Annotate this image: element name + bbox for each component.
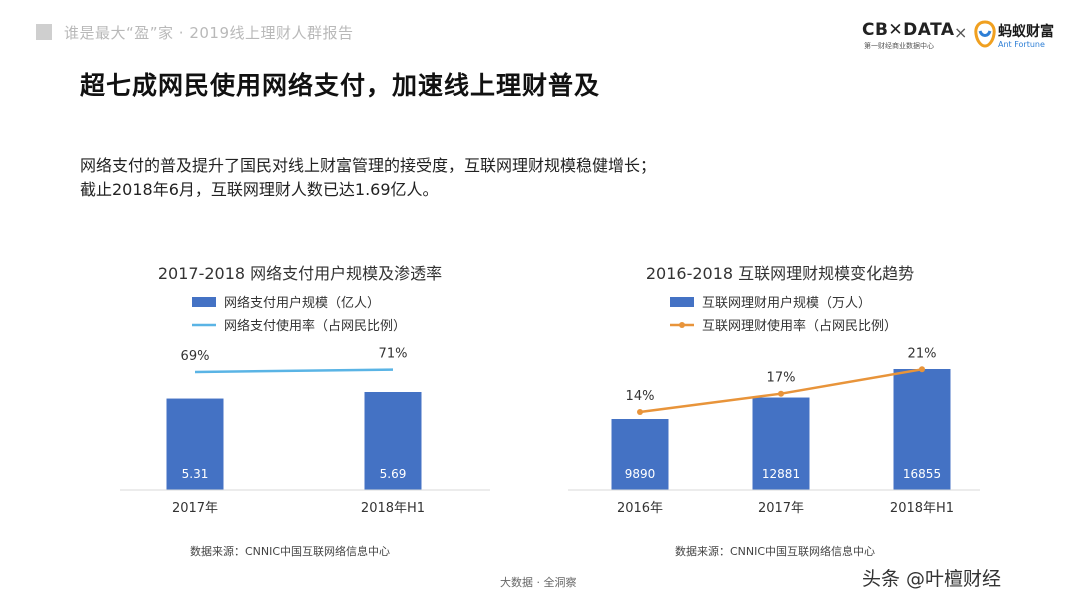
cbndata-subtitle: 第一财经商业数据中心 xyxy=(864,42,934,50)
x-tick-label: 2017年 xyxy=(172,501,218,516)
brand-logos: CB✕DATA 第一财经商业数据中心 × 蚂蚁财富 Ant Fortune xyxy=(862,16,1058,54)
page-description: 网络支付的普及提升了国民对线上财富管理的接受度，互联网理财规模稳健增长； 截止2… xyxy=(80,154,656,202)
x-tick-label: 2018年H1 xyxy=(361,501,425,516)
bar-value-label: 5.69 xyxy=(380,467,407,481)
footer-slogan: 大数据 · 全洞察 xyxy=(500,576,577,589)
bar xyxy=(752,397,810,490)
legend-swatch-bar xyxy=(192,297,216,307)
watermark: 头条 @叶檀财经 xyxy=(862,568,1002,590)
ant-fortune-en: Ant Fortune xyxy=(998,40,1045,49)
bar-value-label: 16855 xyxy=(903,467,941,481)
description-line-1: 网络支付的普及提升了国民对线上财富管理的接受度，互联网理财规模稳健增长； xyxy=(80,156,657,175)
line-point xyxy=(778,390,784,397)
chart-source-left: 数据来源：CNNIC中国互联网络信息中心 xyxy=(190,545,391,558)
x-tick-label: 2018年H1 xyxy=(890,501,954,516)
line-point xyxy=(919,366,925,373)
x-tick-label: 2017年 xyxy=(758,501,804,516)
chart-source-right: 数据来源：CNNIC中国互联网络信息中心 xyxy=(675,545,876,558)
brand-separator: × xyxy=(954,23,968,42)
bar xyxy=(611,419,669,490)
legend-label-bar: 互联网理财用户规模（万人） xyxy=(702,295,871,311)
chart-title: 2016-2018 互联网理财规模变化趋势 xyxy=(645,264,915,283)
cbndata-logo: CB✕DATA xyxy=(862,20,955,40)
bar xyxy=(166,398,224,490)
payment-users-chart: 2017-2018 网络支付用户规模及渗透率 网络支付用户规模（亿人） 网络支付使… xyxy=(80,260,520,560)
bar-value-label: 5.31 xyxy=(182,467,209,481)
bar-value-label: 12881 xyxy=(762,467,800,481)
online-wealth-chart: 2016-2018 互联网理财规模变化趋势 互联网理财用户规模（万人） 互联网理财… xyxy=(560,260,1000,560)
payment-users-plot: 网络支付用户规模（亿人） 网络支付使用率（占网民比例） 5.31 2017年 5.69 2… xyxy=(120,295,490,516)
page-title: 超七成网民使用网络支付，加速线上理财普及 xyxy=(80,71,601,100)
legend-marker xyxy=(679,322,685,328)
line-point xyxy=(637,409,643,415)
bar xyxy=(893,369,951,490)
legend-label-line: 网络支付使用率（占网民比例） xyxy=(224,318,406,334)
line-value-label: 17% xyxy=(767,371,796,386)
line-value-label: 21% xyxy=(908,346,937,361)
ant-fortune-icon xyxy=(974,20,996,48)
legend-swatch-bar xyxy=(670,297,694,307)
line-value-label: 14% xyxy=(626,389,655,404)
x-tick-label: 2016年 xyxy=(617,501,663,516)
bar-value-label: 9890 xyxy=(625,467,656,481)
bar xyxy=(364,392,422,490)
online-wealth-plot: 互联网理财用户规模（万人） 互联网理财使用率（占网民比例） 9890 2016年 128… xyxy=(568,295,980,516)
header-square-icon xyxy=(36,24,52,40)
line-value-label: 69% xyxy=(181,349,210,364)
legend-label-bar: 网络支付用户规模（亿人） xyxy=(224,295,380,311)
legend-label-line: 互联网理财使用率（占网民比例） xyxy=(702,318,897,334)
chart-title: 2017-2018 网络支付用户规模及渗透率 xyxy=(157,264,443,283)
line-value-label: 71% xyxy=(379,347,408,362)
series-line xyxy=(194,368,394,374)
ant-fortune-cn: 蚂蚁财富 xyxy=(998,24,1054,40)
description-line-2: 截止2018年6月，互联网理财人数已达1.69亿人。 xyxy=(80,180,439,199)
report-title: 谁是最大“盈”家 · 2019线上理财人群报告 xyxy=(64,24,354,42)
